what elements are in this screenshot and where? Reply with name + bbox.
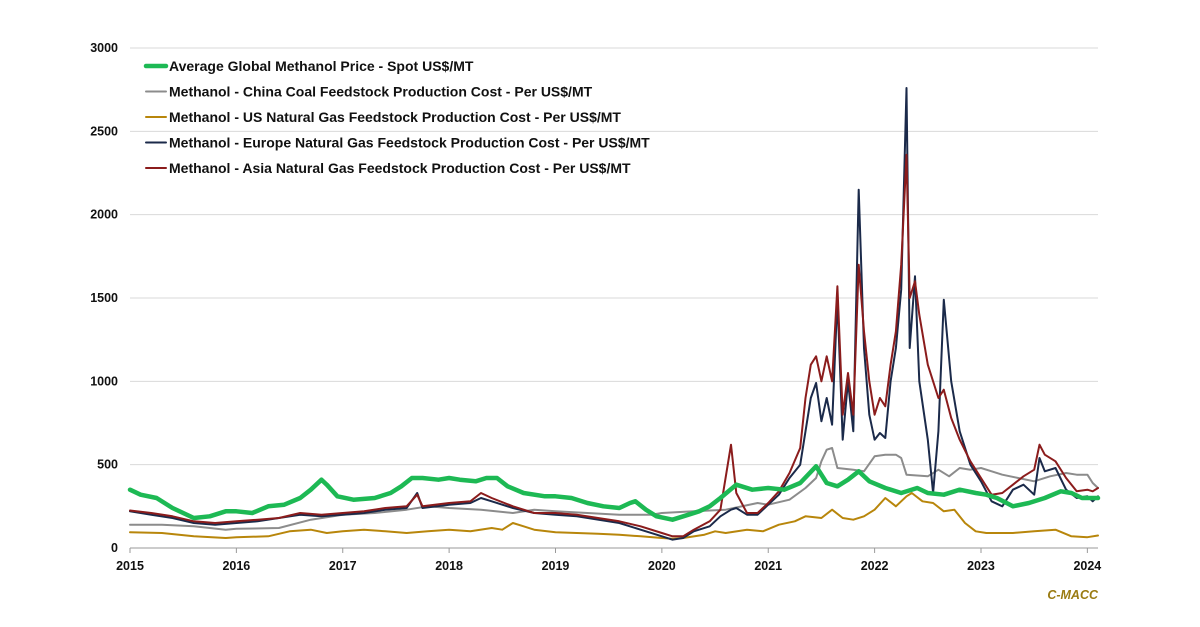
y-tick-label: 2500 [90, 124, 118, 138]
x-tick-label: 2023 [967, 559, 995, 573]
legend-label-3: Methanol - US Natural Gas Feedstock Prod… [169, 109, 621, 125]
y-tick-label: 0 [111, 541, 118, 555]
y-tick-label: 500 [97, 458, 118, 472]
legend: Average Global Methanol Price - Spot US$… [143, 58, 650, 176]
y-tick-label: 1000 [90, 374, 118, 388]
legend-label-1: Average Global Methanol Price - Spot US$… [169, 58, 474, 74]
legend-label-2: Methanol - China Coal Feedstock Producti… [169, 84, 593, 100]
series-line-1 [127, 464, 1101, 522]
legend-label-4: Methanol - Europe Natural Gas Feedstock … [169, 135, 650, 151]
source-label: C-MACC [1047, 588, 1099, 602]
y-tick-label: 1500 [90, 291, 118, 305]
x-tick-label: 2018 [435, 559, 463, 573]
x-tick-label: 2019 [542, 559, 570, 573]
series-line-4 [129, 87, 1099, 541]
x-tick-label: 2024 [1073, 559, 1101, 573]
x-tick-label: 2016 [222, 559, 250, 573]
y-tick-label: 3000 [90, 41, 118, 55]
x-tick-label: 2022 [861, 559, 889, 573]
series-line-5 [129, 153, 1099, 538]
x-tick-label: 2020 [648, 559, 676, 573]
series-layer [127, 87, 1101, 541]
y-tick-label: 2000 [90, 208, 118, 222]
x-tick-label: 2017 [329, 559, 357, 573]
gridlines [130, 47, 1098, 466]
axes: 0 500 1000 1500 2000 2500 3000 2015 2016 2017 2018… [90, 41, 1101, 573]
x-tick-label: 2021 [754, 559, 782, 573]
x-tick-label: 2015 [116, 559, 144, 573]
legend-label-5: Methanol - Asia Natural Gas Feedstock Pr… [169, 160, 631, 176]
series-line-3 [129, 492, 1099, 540]
